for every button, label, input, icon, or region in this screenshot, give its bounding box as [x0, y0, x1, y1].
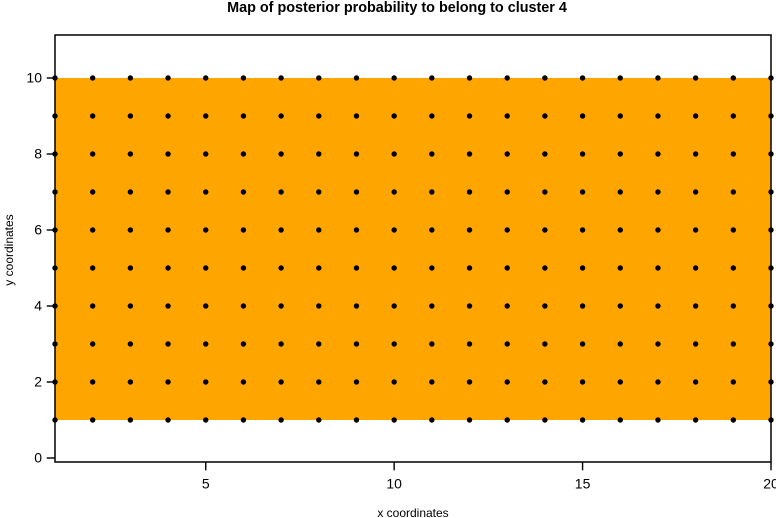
svg-text:y coordinates: y coordinates [2, 214, 16, 285]
svg-text:6: 6 [34, 222, 42, 238]
svg-text:20: 20 [763, 476, 776, 492]
svg-text:x coordinates: x coordinates [377, 506, 448, 518]
svg-text:Map of posterior probability t: Map of posterior probability to belong t… [227, 0, 567, 16]
svg-text:2: 2 [34, 374, 42, 390]
svg-text:8: 8 [34, 146, 42, 162]
svg-text:10: 10 [386, 476, 402, 492]
svg-text:0: 0 [34, 450, 42, 466]
svg-text:4: 4 [34, 298, 42, 314]
svg-text:10: 10 [26, 70, 42, 86]
svg-text:5: 5 [202, 476, 210, 492]
svg-text:15: 15 [575, 476, 591, 492]
